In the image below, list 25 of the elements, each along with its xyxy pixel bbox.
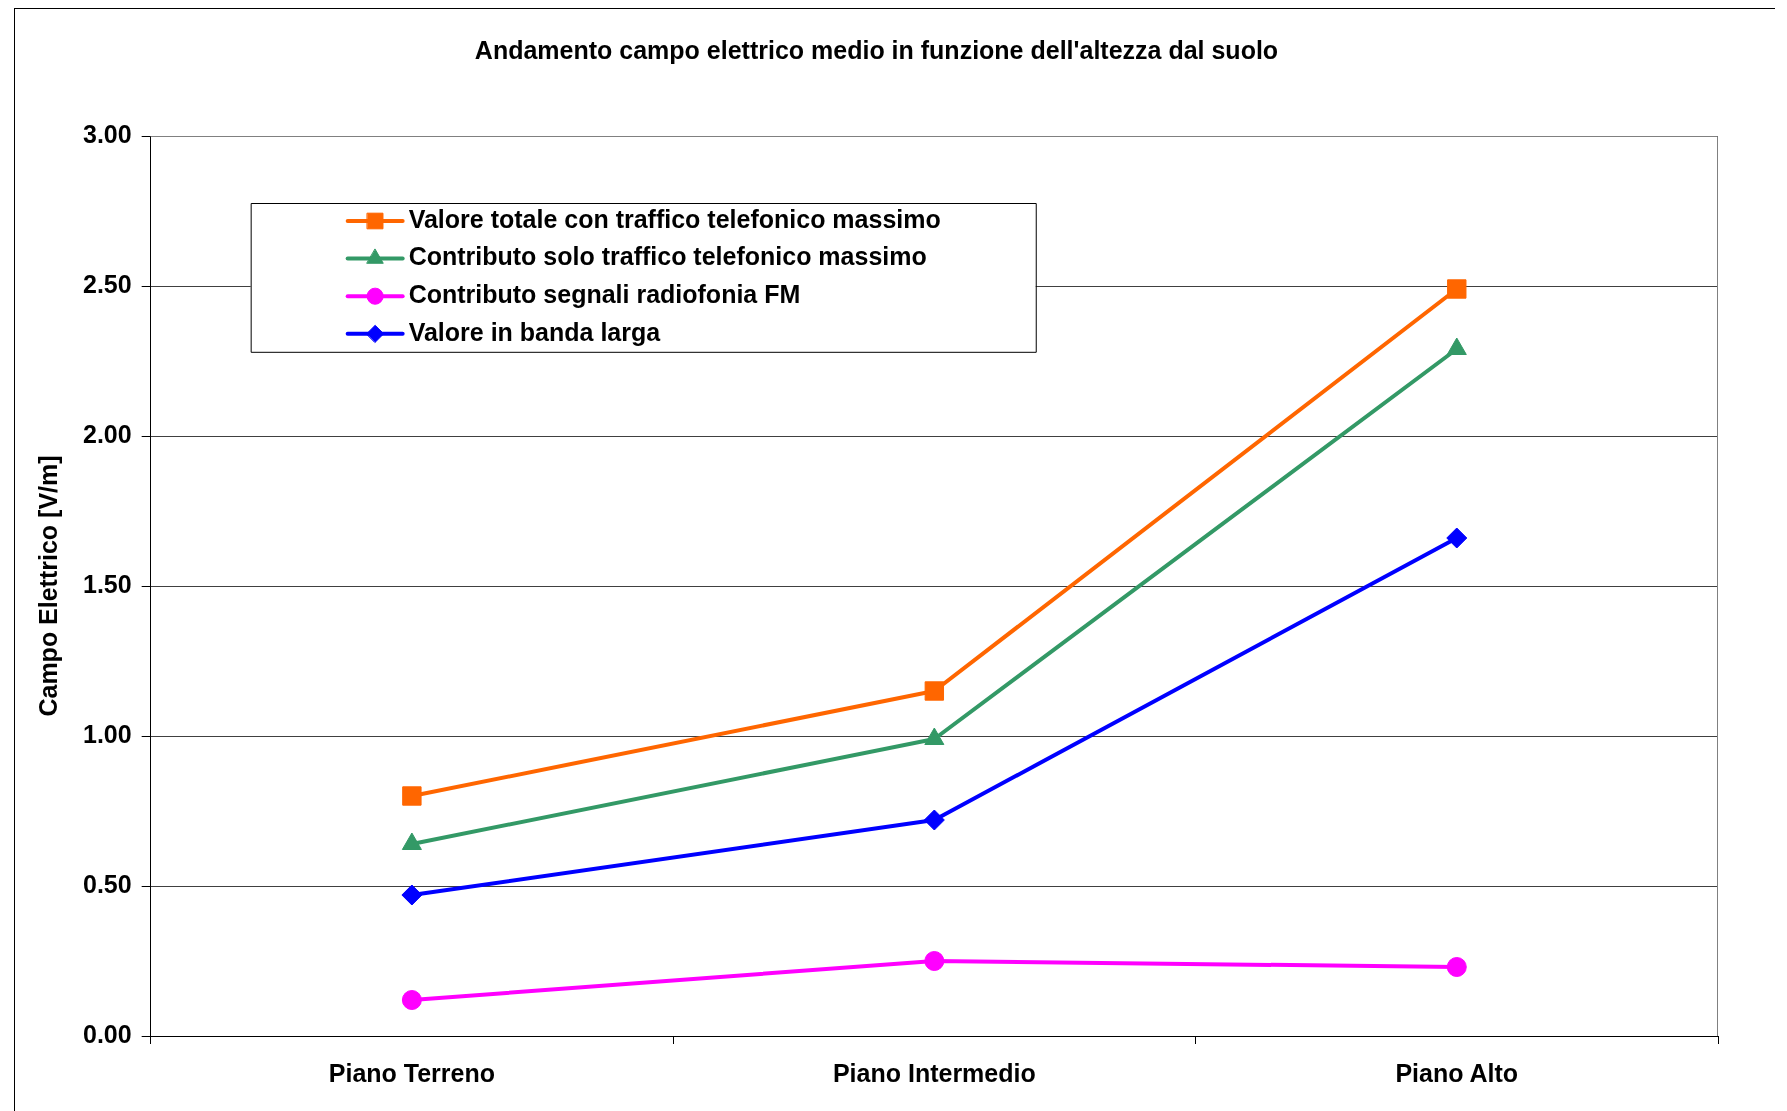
point [1446, 957, 1467, 977]
y-axis-title: Campo Elettrico [V/m] [33, 455, 62, 717]
point [402, 786, 422, 806]
y-tick-label: 3.00 [82, 119, 132, 148]
point [924, 681, 945, 701]
x-tick-label: Piano Intermedio [832, 1058, 1036, 1087]
y-tick-label: 2.00 [82, 419, 132, 448]
point [401, 884, 423, 906]
legend-label: Contributo solo traffico telefonico massimo [408, 242, 927, 271]
y-tick-label: 1.50 [82, 569, 132, 598]
legend-label: Valore in banda larga [408, 317, 662, 346]
y-tick-label: 0.50 [82, 869, 132, 898]
legend-label: Valore totale con traffico telefonico massimo [408, 204, 941, 233]
y-tick-label: 1.00 [82, 719, 132, 748]
point [1447, 279, 1467, 299]
point [1446, 527, 1468, 549]
point [923, 809, 945, 831]
chart-title: Andamento campo elettrico medio in funzione dell'altezza dal suolo [474, 35, 1279, 64]
x-tick-label: Piano Alto [1395, 1058, 1519, 1087]
x-tick-label: Piano Terreno [328, 1058, 496, 1087]
point [924, 951, 945, 971]
legend-label: Contributo segnali radiofonia FM [408, 280, 801, 309]
point [401, 990, 422, 1010]
y-tick-label: 2.50 [82, 269, 132, 298]
y-tick-label: 0.00 [82, 1019, 132, 1048]
